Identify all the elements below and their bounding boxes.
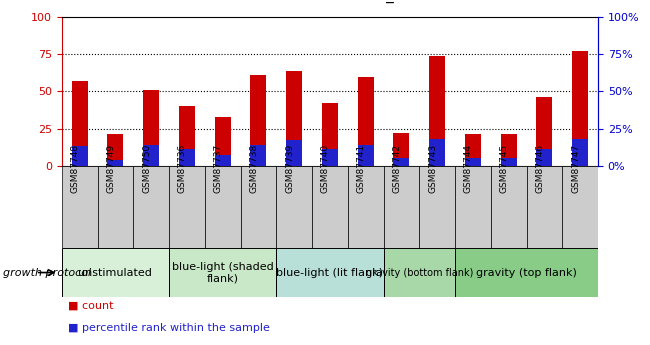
Text: GSM87747: GSM87747 bbox=[571, 144, 580, 193]
Bar bbox=[322, 103, 338, 166]
Bar bbox=[62, 248, 169, 297]
Text: GDS1689 / 253896_at: GDS1689 / 253896_at bbox=[241, 0, 409, 3]
Bar bbox=[179, 106, 195, 166]
Bar bbox=[143, 90, 159, 166]
Bar bbox=[98, 166, 133, 248]
Text: GSM87748: GSM87748 bbox=[71, 144, 79, 193]
Text: GSM87749: GSM87749 bbox=[107, 144, 116, 193]
Bar bbox=[572, 139, 588, 166]
Bar bbox=[429, 56, 445, 166]
Bar bbox=[455, 166, 491, 248]
Text: GSM87738: GSM87738 bbox=[250, 144, 259, 193]
Text: ■ count: ■ count bbox=[68, 300, 114, 310]
Text: GSM87744: GSM87744 bbox=[464, 144, 473, 193]
Bar bbox=[358, 145, 374, 166]
Bar bbox=[286, 140, 302, 166]
Bar bbox=[322, 149, 338, 166]
Bar bbox=[179, 149, 195, 166]
Bar bbox=[133, 166, 169, 248]
Text: GSM87736: GSM87736 bbox=[178, 144, 187, 193]
Bar bbox=[384, 166, 419, 248]
Bar bbox=[465, 135, 481, 166]
Bar bbox=[143, 145, 159, 166]
Text: GSM87740: GSM87740 bbox=[321, 144, 330, 193]
Bar bbox=[500, 158, 517, 166]
Bar bbox=[465, 158, 481, 166]
Bar bbox=[250, 145, 266, 166]
Bar bbox=[491, 166, 526, 248]
Text: GSM87742: GSM87742 bbox=[393, 144, 402, 193]
Bar bbox=[107, 135, 124, 166]
Text: GSM87746: GSM87746 bbox=[536, 144, 545, 193]
Text: GSM87739: GSM87739 bbox=[285, 144, 294, 193]
Bar bbox=[72, 146, 88, 166]
Text: unstimulated: unstimulated bbox=[79, 268, 152, 277]
Bar bbox=[276, 166, 312, 248]
Bar bbox=[312, 166, 348, 248]
Text: growth protocol: growth protocol bbox=[3, 268, 92, 277]
Text: GSM87741: GSM87741 bbox=[357, 144, 365, 193]
Text: GSM87743: GSM87743 bbox=[428, 144, 437, 193]
Bar bbox=[500, 135, 517, 166]
Text: blue-light (shaded
flank): blue-light (shaded flank) bbox=[172, 262, 274, 283]
Bar bbox=[455, 248, 598, 297]
Text: GSM87745: GSM87745 bbox=[500, 144, 508, 193]
Bar bbox=[526, 166, 562, 248]
Bar bbox=[358, 77, 374, 166]
Bar bbox=[429, 139, 445, 166]
Bar bbox=[572, 51, 588, 166]
Text: GSM87750: GSM87750 bbox=[142, 144, 151, 193]
Text: gravity (top flank): gravity (top flank) bbox=[476, 268, 577, 277]
Bar bbox=[169, 166, 205, 248]
Bar bbox=[384, 248, 455, 297]
Bar bbox=[393, 133, 410, 166]
Bar bbox=[536, 97, 552, 166]
Bar bbox=[393, 158, 410, 166]
Text: gravity (bottom flank): gravity (bottom flank) bbox=[365, 268, 473, 277]
Bar bbox=[169, 248, 276, 297]
Bar bbox=[205, 166, 240, 248]
Bar bbox=[107, 160, 124, 166]
Bar bbox=[62, 166, 98, 248]
Bar bbox=[276, 248, 384, 297]
Bar bbox=[240, 166, 276, 248]
Text: blue-light (lit flank): blue-light (lit flank) bbox=[276, 268, 384, 277]
Bar bbox=[419, 166, 455, 248]
Bar bbox=[348, 166, 383, 248]
Bar bbox=[250, 75, 266, 166]
Bar bbox=[562, 166, 598, 248]
Bar bbox=[286, 71, 302, 166]
Bar bbox=[214, 155, 231, 166]
Text: GSM87737: GSM87737 bbox=[214, 144, 222, 193]
Text: ■ percentile rank within the sample: ■ percentile rank within the sample bbox=[68, 323, 270, 333]
Bar bbox=[214, 117, 231, 166]
Bar bbox=[536, 149, 552, 166]
Bar bbox=[72, 81, 88, 166]
